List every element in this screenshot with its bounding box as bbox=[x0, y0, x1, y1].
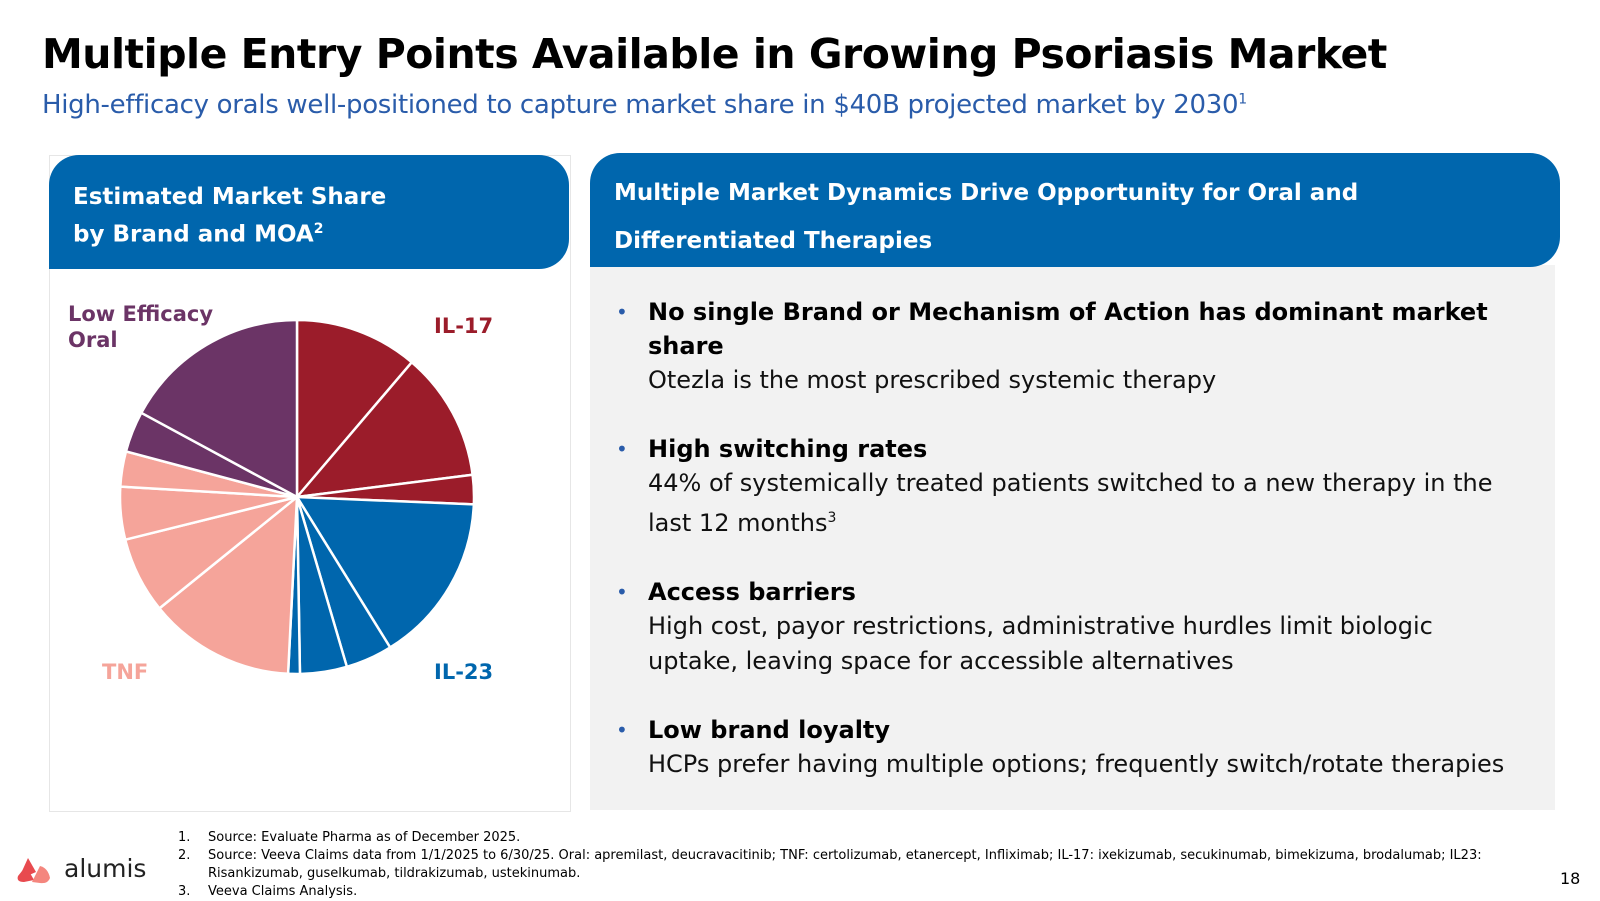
dynamics-header: Multiple Market Dynamics Drive Opportuni… bbox=[590, 153, 1560, 267]
footnote-item: 3. Veeva Claims Analysis. bbox=[178, 883, 1528, 901]
pie-slice-il-17-1 bbox=[295, 361, 474, 499]
label-low-efficacy-oral-line1: Low Efficacy bbox=[68, 302, 214, 326]
pie-slice-il-23-3 bbox=[295, 495, 476, 649]
dynamics-title-line2: Differentiated Therapies bbox=[614, 228, 933, 254]
subtitle-footnote-ref: 1 bbox=[1238, 91, 1247, 108]
pie-slice-il-17-0 bbox=[295, 318, 414, 499]
market-share-footnote-ref: 2 bbox=[313, 221, 324, 237]
bullet-dot-icon: • bbox=[616, 580, 628, 604]
market-share-title-line1: Estimated Market Share bbox=[73, 184, 387, 210]
bullet-item: • High switching rates 44% of systemical… bbox=[616, 432, 1526, 541]
bullet-body: HCPs prefer having multiple options; fre… bbox=[648, 747, 1526, 782]
label-low-efficacy-oral-line2: Oral bbox=[68, 328, 118, 352]
bullet-body: Otezla is the most prescribed systemic t… bbox=[648, 363, 1526, 398]
footnote-item: 1. Source: Evaluate Pharma as of December… bbox=[178, 829, 1528, 847]
page-number: 18 bbox=[1560, 869, 1581, 888]
bullet-body: 44% of systemically treated patients swi… bbox=[648, 466, 1526, 541]
alumis-wordmark: alumis bbox=[64, 854, 147, 883]
footnotes: 1. Source: Evaluate Pharma as of December… bbox=[178, 829, 1528, 901]
bullet-body-text: HCPs prefer having multiple options; fre… bbox=[648, 750, 1505, 778]
bullet-body-text: High cost, payor restrictions, administr… bbox=[648, 612, 1433, 675]
bullet-body: High cost, payor restrictions, administr… bbox=[648, 609, 1526, 679]
page-title: Multiple Entry Points Available in Growi… bbox=[42, 30, 1387, 78]
bullet-body-text: Otezla is the most prescribed systemic t… bbox=[648, 366, 1217, 394]
footnote-text: Veeva Claims Analysis. bbox=[208, 884, 358, 899]
label-low-efficacy-oral: Low Efficacy Oral bbox=[68, 301, 213, 353]
bullet-dot-icon: • bbox=[616, 300, 628, 324]
alumis-logo-icon bbox=[17, 858, 50, 884]
label-il-23: IL-23 bbox=[434, 660, 494, 684]
bullet-item: • Low brand loyalty HCPs prefer having m… bbox=[616, 713, 1526, 782]
label-il-17: IL-17 bbox=[434, 314, 494, 338]
bullet-heading: Access barriers bbox=[648, 578, 856, 606]
footnote-item: 2. Source: Veeva Claims data from 1/1/202… bbox=[178, 847, 1528, 883]
bullet-heading: Low brand loyalty bbox=[648, 716, 891, 744]
market-share-header: Estimated Market Share by Brand and MOA2 bbox=[49, 155, 569, 269]
footnote-text: Source: Evaluate Pharma as of December 2… bbox=[208, 830, 521, 845]
market-share-title-line2: by Brand and MOA bbox=[73, 221, 314, 248]
footnote-number: 1. bbox=[178, 830, 191, 845]
pie-chart bbox=[118, 318, 476, 676]
pie-slice-low-efficacy-oral-12 bbox=[140, 318, 299, 499]
footnote-text: Source: Veeva Claims data from 1/1/2025 … bbox=[208, 848, 1482, 881]
dynamics-title-line1: Multiple Market Dynamics Drive Opportuni… bbox=[614, 180, 1359, 206]
dynamics-card bbox=[590, 265, 1555, 810]
bullet-item: • Access barriers High cost, payor restr… bbox=[616, 575, 1526, 679]
bullet-heading: High switching rates bbox=[648, 435, 928, 463]
bullet-item: • No single Brand or Mechanism of Action… bbox=[616, 295, 1526, 398]
alumis-logo: alumis bbox=[14, 852, 154, 892]
dynamics-bullet-list: • No single Brand or Mechanism of Action… bbox=[616, 295, 1526, 816]
footnote-number: 3. bbox=[178, 884, 191, 899]
pie-slice-tnf-7 bbox=[158, 495, 299, 676]
footnote-number: 2. bbox=[178, 848, 191, 863]
bullet-footnote-ref: 3 bbox=[827, 510, 837, 526]
label-tnf: TNF bbox=[102, 660, 149, 684]
subtitle-text: High-efficacy orals well-positioned to c… bbox=[42, 90, 1239, 120]
market-share-title: Estimated Market Share by Brand and MOA2 bbox=[73, 181, 545, 251]
bullet-body-text: 44% of systemically treated patients swi… bbox=[648, 469, 1493, 537]
bullet-dot-icon: • bbox=[616, 437, 628, 461]
page-subtitle: High-efficacy orals well-positioned to c… bbox=[42, 90, 1247, 120]
bullet-heading: No single Brand or Mechanism of Action h… bbox=[648, 298, 1488, 360]
bullet-dot-icon: • bbox=[616, 718, 628, 742]
pie-chart-area: Low Efficacy Oral IL-17 TNF IL-23 bbox=[49, 270, 569, 810]
dynamics-title: Multiple Market Dynamics Drive Opportuni… bbox=[614, 169, 1536, 265]
